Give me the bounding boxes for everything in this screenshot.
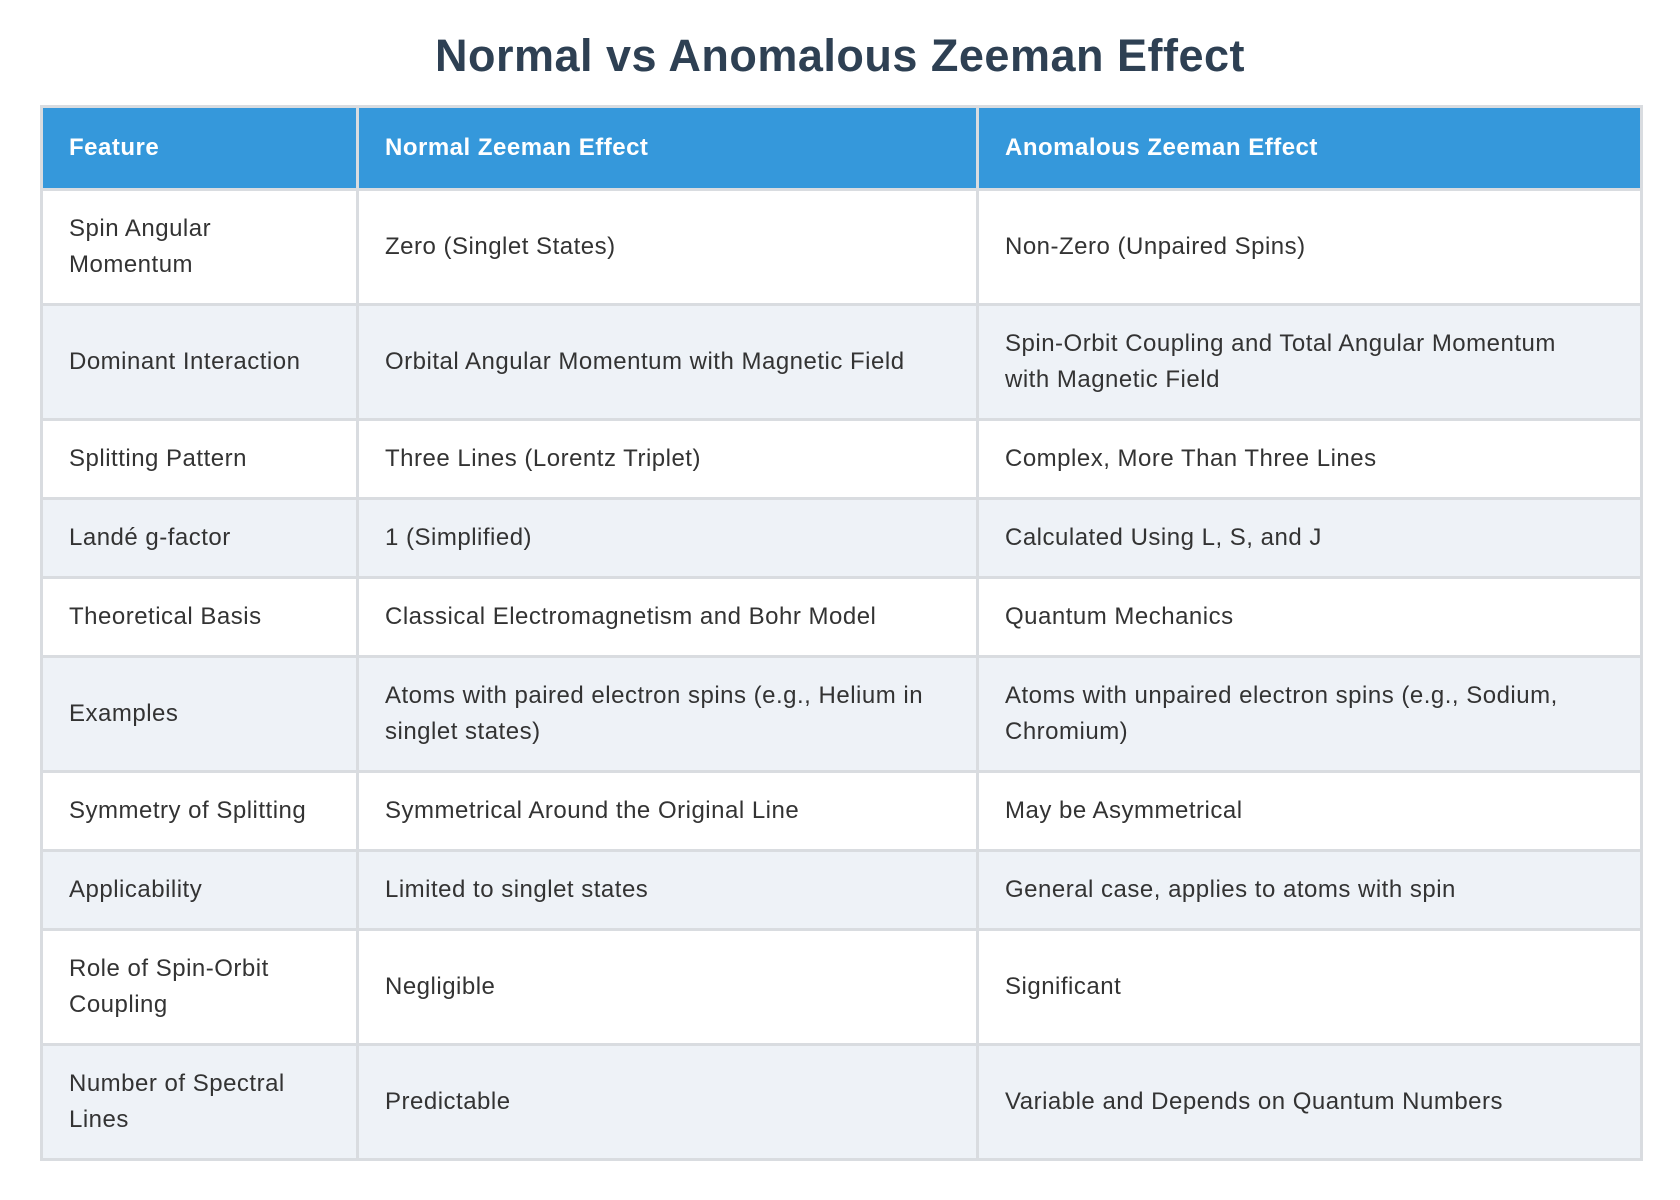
table-row: Examples Atoms with paired electron spins… — [40, 655, 1643, 773]
value-cell: 1 (Simplified) — [356, 497, 979, 579]
value-cell: Atoms with paired electron spins (e.g., … — [356, 655, 979, 773]
feature-cell: Examples — [40, 655, 359, 773]
table-row: Applicability Limited to singlet states Ge… — [40, 849, 1643, 931]
feature-cell: Number of Spectral Lines — [40, 1043, 359, 1161]
column-header-1: Feature — [40, 105, 359, 191]
feature-cell: Applicability — [40, 849, 359, 931]
feature-cell: Symmetry of Splitting — [40, 770, 359, 852]
feature-cell: Landé g-factor — [40, 497, 359, 579]
table-body: Spin Angular Momentum Zero (Singlet State… — [40, 188, 1643, 1161]
table-row: Symmetry of Splitting Symmetrical Around … — [40, 770, 1643, 852]
value-cell: May be Asymmetrical — [976, 770, 1643, 852]
table-row: Theoretical Basis Classical Electromagnet… — [40, 576, 1643, 658]
table-row: Dominant Interaction Orbital Angular Mome… — [40, 303, 1643, 421]
comparison-table: Feature Normal Zeeman Effect Anomalous Zee… — [40, 105, 1643, 1161]
value-cell: Orbital Angular Momentum with Magnetic F… — [356, 303, 979, 421]
table-row: Splitting Pattern Three Lines (Lorentz Tr… — [40, 418, 1643, 500]
feature-cell: Role of Spin-Orbit Coupling — [40, 928, 359, 1046]
value-cell: Complex, More Than Three Lines — [976, 418, 1643, 500]
value-cell: Calculated Using L, S, and J — [976, 497, 1643, 579]
header-row: Feature Normal Zeeman Effect Anomalous Zee… — [40, 105, 1643, 191]
value-cell: Limited to singlet states — [356, 849, 979, 931]
value-cell: Classical Electromagnetism and Bohr Mode… — [356, 576, 979, 658]
feature-cell: Spin Angular Momentum — [40, 188, 359, 306]
value-cell: Significant — [976, 928, 1643, 1046]
value-cell: Three Lines (Lorentz Triplet) — [356, 418, 979, 500]
column-header-3: Anomalous Zeeman Effect — [976, 105, 1643, 191]
value-cell: Negligible — [356, 928, 979, 1046]
column-header-2: Normal Zeeman Effect — [356, 105, 979, 191]
page-title: Normal vs Anomalous Zeeman Effect — [434, 30, 1246, 81]
feature-cell: Dominant Interaction — [40, 303, 359, 421]
value-cell: General case, applies to atoms with spin — [976, 849, 1643, 931]
value-cell: Symmetrical Around the Original Line — [356, 770, 979, 852]
feature-cell: Theoretical Basis — [40, 576, 359, 658]
value-cell: Predictable — [356, 1043, 979, 1161]
value-cell: Variable and Depends on Quantum Numbers — [976, 1043, 1643, 1161]
value-cell: Zero (Singlet States) — [356, 188, 979, 306]
table-row: Number of Spectral Lines Predictable Varia… — [40, 1043, 1643, 1161]
value-cell: Spin-Orbit Coupling and Total Angular Mo… — [976, 303, 1643, 421]
feature-cell: Splitting Pattern — [40, 418, 359, 500]
table-row: Landé g-factor 1 (Simplified) Calculated U… — [40, 497, 1643, 579]
table-row: Role of Spin-Orbit Coupling Negligible Sig… — [40, 928, 1643, 1046]
value-cell: Atoms with unpaired electron spins (e.g.… — [976, 655, 1643, 773]
value-cell: Non-Zero (Unpaired Spins) — [976, 188, 1643, 306]
value-cell: Quantum Mechanics — [976, 576, 1643, 658]
table-row: Spin Angular Momentum Zero (Singlet State… — [40, 188, 1643, 306]
